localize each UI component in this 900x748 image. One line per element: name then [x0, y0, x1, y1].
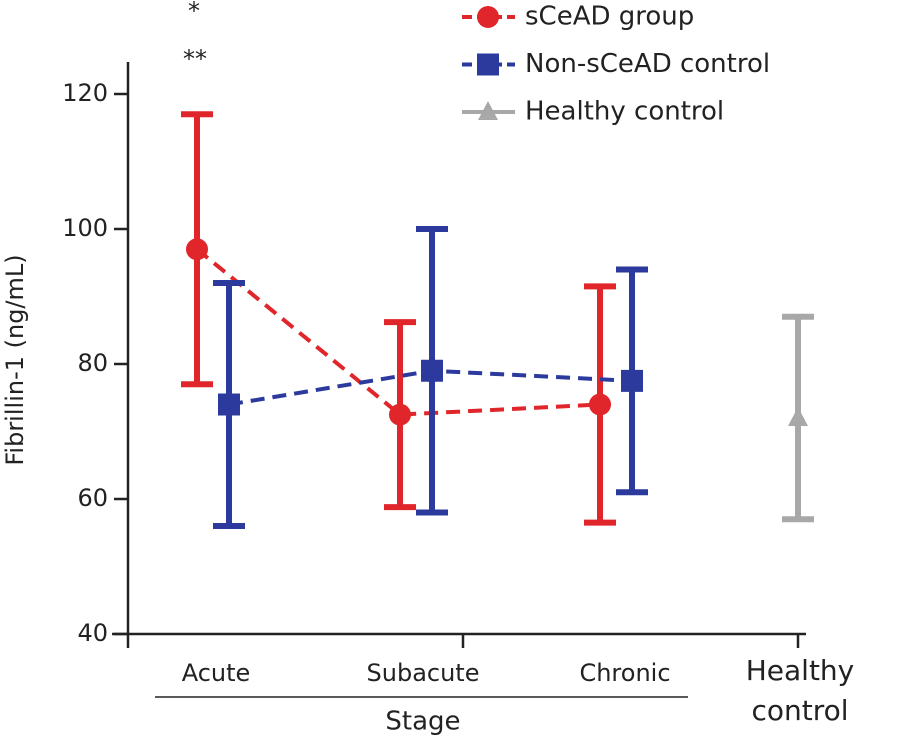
- marker: [421, 359, 443, 382]
- marker: [589, 393, 611, 416]
- x-tick-label: Healthy control: [746, 654, 855, 727]
- legend-label: Non-sCeAD control: [525, 49, 770, 79]
- legend-marker: [477, 6, 499, 28]
- marker: [621, 369, 643, 392]
- annotation: *: [188, 0, 200, 25]
- x-tick-label: Acute: [182, 659, 251, 687]
- y-axis-label: Fibrillin-1 (ng/mL): [1, 254, 29, 465]
- y-tick-label: 120: [62, 79, 108, 107]
- x-tick-label: Subacute: [367, 659, 480, 687]
- marker: [186, 238, 208, 261]
- y-tick-label: 100: [62, 214, 108, 242]
- annotation: **: [183, 45, 207, 73]
- y-tick-label: 80: [77, 349, 108, 377]
- marker: [218, 393, 240, 416]
- marker: [389, 403, 411, 426]
- legend-label: sCeAD group: [525, 2, 694, 32]
- x-axis-label: Stage: [385, 707, 460, 737]
- y-tick-label: 60: [77, 484, 108, 512]
- legend-marker: [478, 101, 498, 120]
- legend-marker: [477, 53, 499, 76]
- x-tick-label: Chronic: [579, 659, 670, 687]
- y-tick-label: 40: [77, 619, 108, 647]
- legend-label: Healthy control: [525, 97, 724, 127]
- marker: [788, 407, 808, 426]
